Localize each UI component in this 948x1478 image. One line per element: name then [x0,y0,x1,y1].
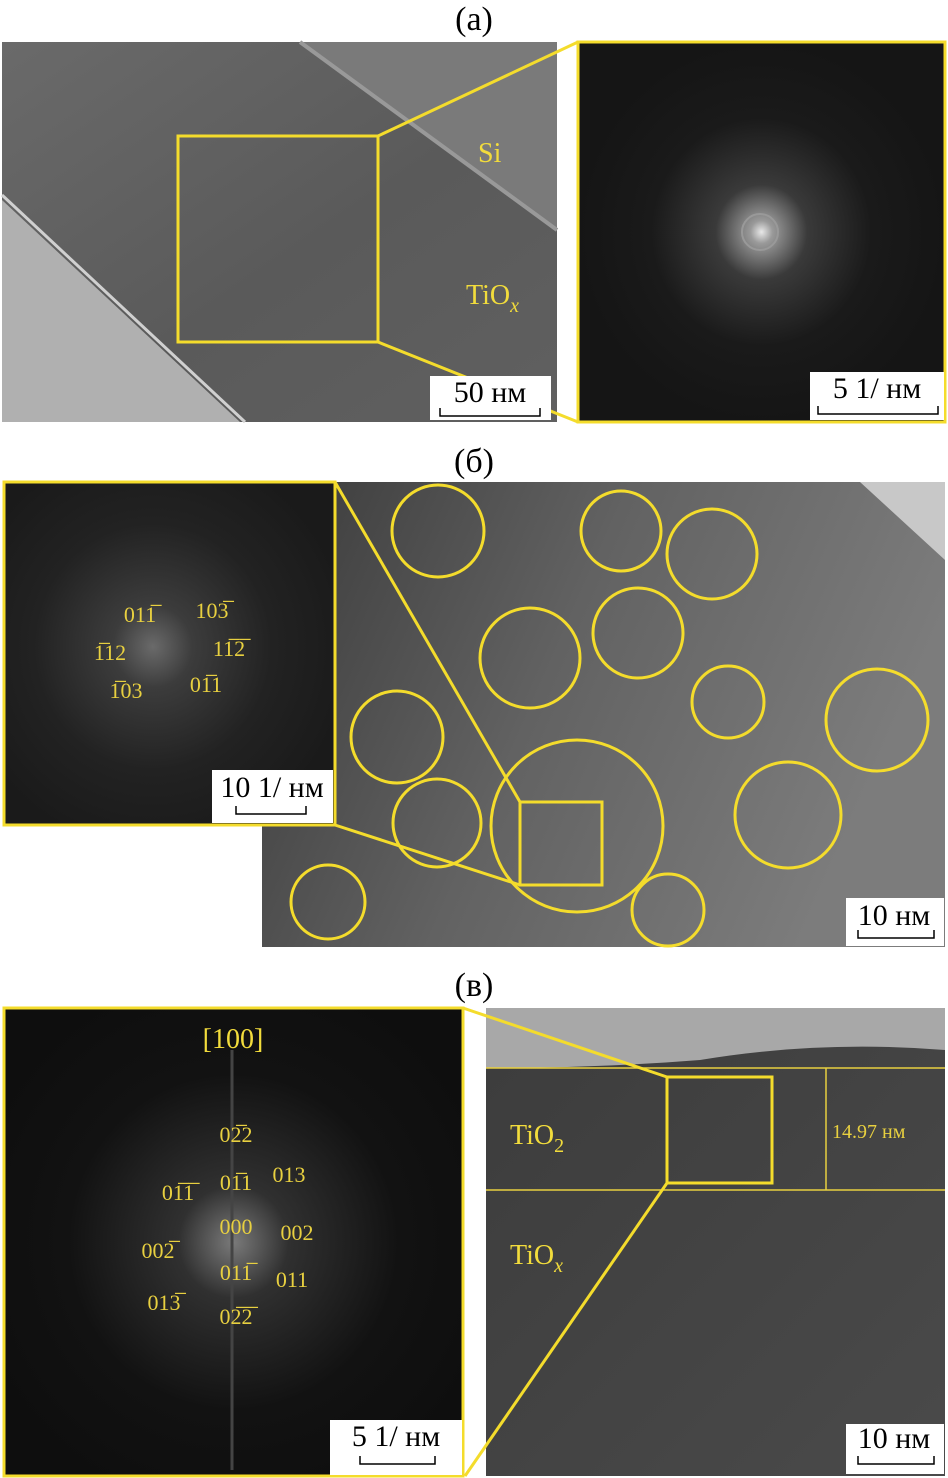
scale-bar [235,806,307,815]
scale-bar [359,1456,436,1465]
scale-bar-bg [810,372,944,420]
subscript: x [509,295,519,317]
vacuum-region [860,482,945,560]
subscript: x [553,1255,563,1277]
scale-bar [817,406,939,415]
zoom-line [462,1006,668,1079]
panel-label: (б) [454,443,494,480]
scale-bar-bg [330,1420,462,1475]
edge [0,193,247,424]
text: TiO [466,280,510,311]
scale-bar-label: 5 1/ нм [352,1420,440,1453]
tiox-label: TiOx [510,1240,563,1277]
fft-index: 011̅ [220,1260,258,1285]
scale-bar-bg [846,1424,944,1474]
vacuum-region [2,200,240,422]
zoom-line [333,481,522,803]
surface-region [486,1008,945,1068]
zoom-line [463,1182,669,1477]
tiox-label: TiOx [466,280,519,317]
scale-bar-label: 10 нм [858,1422,931,1455]
scale-bar-bg [430,376,551,420]
scale-bar [857,930,935,939]
zoom-line [377,40,579,138]
tem-image [262,482,945,947]
tio2-label: TiO2 [510,1120,564,1157]
si-label: Si [478,138,502,169]
selection-box [665,1075,774,1185]
zone-axis: [100] [203,1024,264,1055]
fft-index: 002 [281,1220,314,1245]
panel-label: (а) [455,1,493,38]
scale-bar-label: 5 1/ нм [833,372,921,405]
fft-index: 02̅2̅ [220,1304,259,1329]
grain-circles [289,483,930,948]
interface [298,40,559,232]
scale-bar [857,1456,935,1465]
text: TiO [510,1120,554,1151]
fft-image [576,40,947,424]
fft-index: 002̅ [142,1238,181,1263]
panel-label: (в) [455,967,494,1004]
fft-index: 1̅12 [94,640,126,665]
zoom-line [334,823,521,887]
thickness-label: 14.97 нм [832,1121,906,1143]
fft-ring [741,213,779,251]
scale-bar-label: 10 нм [858,899,931,932]
scale-bar [439,408,541,417]
fft-index: 013̅ [148,1290,187,1315]
fft-index: 103̅ [196,598,235,623]
text: TiO [510,1240,554,1271]
fft-index: 01̅1 [220,1170,252,1195]
fft-index: 11̅2̅ [213,636,251,661]
selection-box [518,800,604,887]
fft-index: 1̅03 [110,678,143,703]
fft-index: 011̅ [124,602,162,627]
fft-index: 011 [276,1267,308,1292]
selection-box [176,134,380,344]
fft-index: 01̅1̅ [162,1180,200,1205]
fft-index: 013 [273,1162,306,1187]
fft-image [2,480,337,827]
subscript: 2 [554,1135,564,1157]
fft-index: 02̅2 [220,1122,253,1147]
scale-bar-label: 10 1/ нм [220,771,323,804]
scale-bar-label: 50 нм [454,376,527,409]
fft-index: 000 [220,1214,253,1239]
tem-image [486,1008,945,1476]
fft-index: 01̅1 [190,672,222,697]
